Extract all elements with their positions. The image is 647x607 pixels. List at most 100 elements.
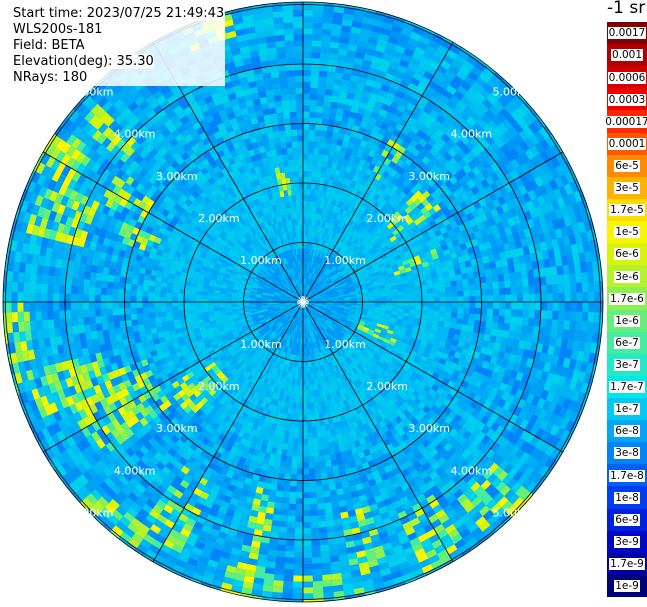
range-gate xyxy=(543,381,552,392)
range-gate xyxy=(308,312,312,318)
range-gate xyxy=(246,453,254,461)
range-gate xyxy=(431,320,439,326)
range-gate xyxy=(251,417,261,431)
range-gate xyxy=(422,475,433,485)
range-gate xyxy=(55,150,66,163)
range-gate xyxy=(58,241,67,252)
range-gate xyxy=(142,250,151,258)
range-gate xyxy=(351,575,363,584)
range-gate xyxy=(286,341,291,348)
range-gate xyxy=(539,318,547,328)
range-gate xyxy=(91,162,101,173)
range-gate xyxy=(295,319,300,338)
range-gate xyxy=(389,371,397,379)
range-gate xyxy=(293,360,297,368)
range-gate xyxy=(93,226,108,238)
range-gate xyxy=(165,421,175,431)
range-gate xyxy=(445,479,456,490)
range-gate xyxy=(463,302,470,308)
range-gate xyxy=(70,293,77,302)
range-gate xyxy=(53,310,60,320)
range-gate xyxy=(60,438,71,451)
range-gate xyxy=(50,444,61,457)
range-gate xyxy=(189,202,197,211)
range-gate xyxy=(231,486,243,501)
range-gate xyxy=(469,542,480,551)
range-gate xyxy=(389,388,398,397)
range-gate xyxy=(420,538,432,548)
range-gate xyxy=(57,419,67,431)
range-gate xyxy=(276,362,281,370)
range-gate xyxy=(307,325,310,332)
elevation-angle: Elevation(deg): 35.30 xyxy=(12,54,226,70)
range-gate xyxy=(303,420,308,427)
range-gate xyxy=(471,371,480,380)
range-gate xyxy=(343,529,353,537)
range-gate xyxy=(202,287,209,292)
range-gate xyxy=(491,349,500,358)
range-gate xyxy=(275,490,284,498)
range-gate xyxy=(223,325,231,331)
range-gate xyxy=(167,278,175,284)
range-gate xyxy=(68,385,77,396)
range-gate xyxy=(237,258,244,265)
range-gate xyxy=(306,355,310,362)
range-gate xyxy=(123,511,135,523)
range-gate xyxy=(138,353,147,361)
range-gate xyxy=(559,418,570,430)
range-gate xyxy=(316,353,320,360)
range-gate xyxy=(390,337,397,344)
range-gate xyxy=(349,563,360,572)
range-gate xyxy=(344,302,351,304)
range-gate xyxy=(258,325,270,334)
range-gate xyxy=(205,343,213,349)
range-gate xyxy=(303,539,312,546)
range-gate xyxy=(291,298,298,301)
range-gate xyxy=(310,509,318,517)
range-gate xyxy=(550,328,558,338)
range-gate xyxy=(296,319,299,326)
range-gate xyxy=(223,514,234,523)
range-gate xyxy=(429,348,438,356)
range-gate xyxy=(179,479,190,489)
range-gate xyxy=(215,417,224,426)
range-gate xyxy=(386,391,399,404)
range-gate xyxy=(514,355,523,365)
range-gate xyxy=(396,371,405,379)
range-gate xyxy=(202,312,209,317)
range-gate xyxy=(255,350,261,357)
range-gate xyxy=(383,319,397,325)
range-gate xyxy=(101,137,112,149)
range-gate xyxy=(161,466,172,476)
range-gate xyxy=(120,437,135,452)
range-gate xyxy=(133,355,141,364)
range-gate xyxy=(233,284,240,289)
range-gate xyxy=(312,330,320,348)
range-gate xyxy=(353,394,360,402)
range-gate xyxy=(344,372,351,380)
range-gate xyxy=(294,293,299,298)
range-gate xyxy=(349,441,356,450)
range-gate xyxy=(67,414,78,425)
range-gate xyxy=(356,419,366,433)
range-gate xyxy=(356,347,363,354)
range-gate xyxy=(165,339,173,347)
range-gate xyxy=(171,338,179,345)
range-gate xyxy=(461,449,471,460)
range-gate xyxy=(195,409,204,417)
range-gate xyxy=(549,336,557,347)
range-gate xyxy=(272,514,281,521)
range-gate xyxy=(370,324,377,329)
range-gate xyxy=(383,409,391,418)
range-gate xyxy=(291,310,296,316)
range-gate xyxy=(171,543,183,554)
range-gate xyxy=(427,310,434,316)
range-gate xyxy=(347,391,354,399)
range-gate xyxy=(19,262,27,273)
range-gate xyxy=(96,202,106,213)
range-gate xyxy=(82,413,97,427)
range-gate xyxy=(455,346,464,354)
range-gate xyxy=(367,497,377,506)
range-gate xyxy=(159,239,168,247)
range-gate xyxy=(282,314,292,325)
